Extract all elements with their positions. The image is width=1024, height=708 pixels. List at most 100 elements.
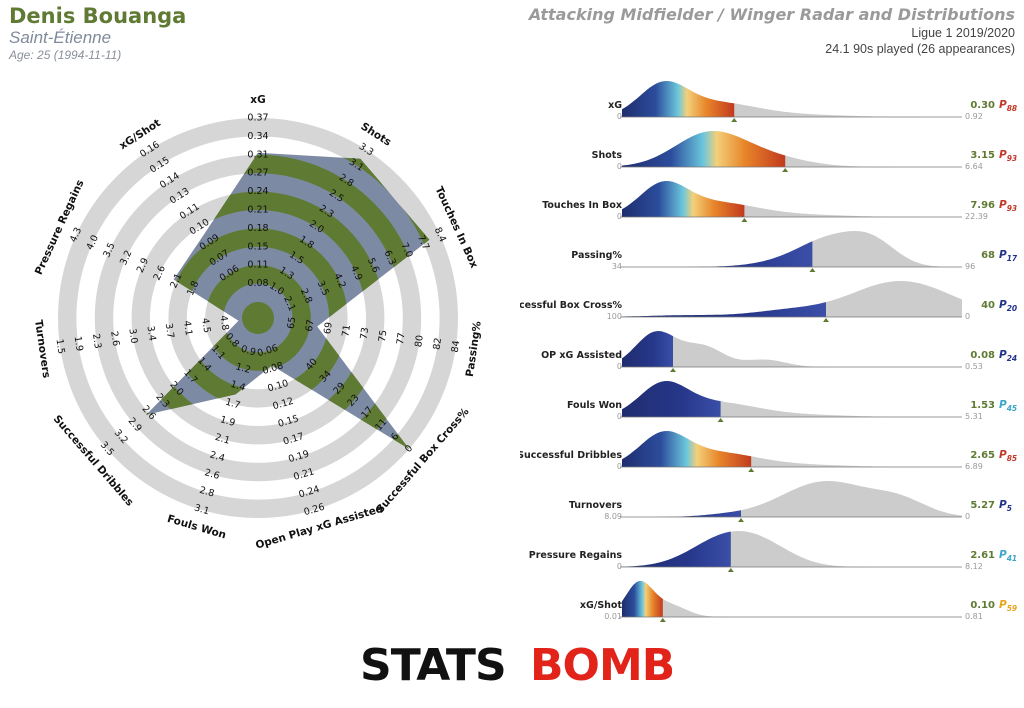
radar-tick-label: 0.34 bbox=[247, 131, 268, 142]
dist-min-label: 0 bbox=[617, 562, 622, 571]
dist-value-marker bbox=[670, 368, 676, 372]
dist-metric-label: xG bbox=[608, 100, 622, 111]
radar-axis-label: xG bbox=[250, 94, 265, 106]
radar-tick-label: 2.6 bbox=[108, 330, 121, 347]
radar-tick-label: 71 bbox=[340, 324, 353, 338]
dist-value-marker bbox=[748, 468, 755, 472]
radar-tick-label: 3.4 bbox=[145, 325, 158, 342]
radar-tick-label: 1.9 bbox=[72, 336, 85, 353]
dist-metric-label: Passing% bbox=[571, 250, 622, 261]
player-header: Denis Bouanga Saint-Étienne Age: 25 (199… bbox=[9, 4, 186, 63]
radar-tick-label: 2.3 bbox=[90, 333, 103, 350]
radar-tick-label: 4.8 bbox=[217, 315, 230, 332]
dist-value-marker bbox=[659, 618, 666, 622]
dist-value-label: 3.15 bbox=[970, 150, 995, 161]
dist-min-label: 100 bbox=[607, 312, 622, 321]
player-name: Denis Bouanga bbox=[9, 4, 187, 28]
dist-value-label: 2.61 bbox=[970, 550, 995, 561]
dist-min-label: 0 bbox=[617, 162, 622, 171]
dist-max-label: 6.89 bbox=[965, 462, 983, 471]
dist-percentile-label: P41 bbox=[999, 549, 1017, 563]
radar-tick-label: 0.9 bbox=[239, 344, 257, 359]
dist-value-label: 7.96 bbox=[970, 200, 995, 211]
dist-min-label: 0 bbox=[617, 112, 622, 121]
dist-value-marker bbox=[782, 168, 789, 172]
dist-value-label: 68 bbox=[981, 250, 995, 261]
dist-metric-label: Touches In Box bbox=[542, 200, 622, 211]
radar-tick-label: 1.2 bbox=[234, 361, 252, 376]
dist-min-label: 0 bbox=[617, 212, 622, 221]
dist-area-value bbox=[622, 331, 673, 367]
dist-value-marker bbox=[823, 318, 829, 322]
radar-tick-label: 69 bbox=[322, 321, 335, 335]
radar-ring bbox=[57, 117, 459, 519]
dist-percentile-label: P17 bbox=[999, 249, 1018, 263]
radar-tick-label: 0.31 bbox=[247, 149, 268, 160]
dist-value-marker bbox=[738, 518, 744, 522]
radar-tick-label: 84 bbox=[450, 340, 463, 354]
radar-tick-label: 1.4 bbox=[229, 379, 247, 394]
radar-tick-label: 77 bbox=[395, 332, 408, 346]
radar-tick-label: 65 bbox=[286, 316, 299, 330]
dist-area-value bbox=[622, 131, 786, 167]
dist-value-label: 1.53 bbox=[970, 400, 995, 411]
player-age: Age: 25 (1994-11-11) bbox=[9, 48, 122, 62]
radar-polygon-fill bbox=[146, 152, 430, 450]
dist-metric-label: Successful Dribbles bbox=[520, 450, 622, 461]
dist-area-value bbox=[622, 431, 752, 467]
dist-value-marker bbox=[727, 568, 734, 572]
statsbomb-logo: STATS BOMB bbox=[360, 640, 672, 688]
dist-max-label: 0.81 bbox=[965, 612, 983, 621]
dist-metric-label: Fouls Won bbox=[567, 400, 622, 411]
dist-area-background bbox=[622, 481, 962, 517]
dist-max-label: 6.64 bbox=[965, 162, 983, 171]
dist-area-value bbox=[622, 181, 745, 217]
radar-tick-label: 80 bbox=[413, 334, 426, 348]
radar-tick-label: 82 bbox=[431, 337, 444, 351]
radar-tick-label: 73 bbox=[359, 327, 372, 341]
dist-value-label: 5.27 bbox=[970, 500, 995, 511]
logo-text-bomb: BOMB bbox=[530, 640, 672, 688]
minutes-played: 24.1 90s played (26 appearances) bbox=[825, 42, 1015, 56]
radar-tick-label: 1.5 bbox=[53, 338, 66, 355]
dist-metric-label: Turnovers bbox=[569, 500, 622, 511]
dist-value-label: 40 bbox=[981, 300, 995, 311]
dist-max-label: 8.12 bbox=[965, 562, 983, 571]
dist-min-label: 0 bbox=[617, 412, 622, 421]
radar-tick-label: 3.1 bbox=[193, 502, 211, 517]
team-name: Saint-Étienne bbox=[9, 28, 112, 47]
radar-center-overlay bbox=[242, 302, 274, 334]
dist-area-background bbox=[622, 331, 962, 367]
dist-value-label: 0.08 bbox=[970, 350, 995, 361]
dist-area-value bbox=[622, 581, 663, 617]
radar-tick-label: 1.9 bbox=[219, 414, 237, 429]
dist-percentile-label: P85 bbox=[999, 449, 1017, 463]
radar-tick-label: 2.8 bbox=[198, 485, 216, 500]
dist-value-marker bbox=[731, 118, 738, 122]
dist-max-label: 0 bbox=[965, 512, 970, 521]
radar-tick-label: 0.27 bbox=[247, 168, 268, 179]
dist-percentile-label: P24 bbox=[999, 349, 1017, 363]
dist-max-label: 0 bbox=[965, 312, 970, 321]
radar-tick-label: 1.7 bbox=[224, 397, 242, 412]
dist-metric-label: Successful Box Cross% bbox=[520, 300, 622, 311]
dist-min-label: 0 bbox=[617, 462, 622, 471]
dist-max-label: 0.53 bbox=[965, 362, 983, 371]
radar-tick-label: 0.24 bbox=[247, 186, 268, 197]
dist-value-marker bbox=[809, 268, 816, 272]
dist-percentile-label: P88 bbox=[999, 99, 1017, 113]
dist-min-label: 0.01 bbox=[604, 612, 622, 621]
dist-percentile-label: P5 bbox=[999, 499, 1012, 513]
league-season: Ligue 1 2019/2020 bbox=[911, 26, 1015, 40]
radar-tick-label: 0.37 bbox=[247, 113, 268, 124]
dist-area-value bbox=[622, 531, 731, 567]
dist-area-value bbox=[622, 241, 813, 267]
dist-value-label: 0.10 bbox=[970, 600, 995, 611]
radar-tick-label: 4.5 bbox=[199, 317, 212, 334]
dist-area-value bbox=[622, 510, 741, 517]
radar-tick-label: 3.0 bbox=[126, 328, 139, 345]
dist-area-value bbox=[622, 381, 721, 417]
radar-tick-label: 0.08 bbox=[247, 278, 268, 289]
dist-min-label: 0 bbox=[617, 362, 622, 371]
